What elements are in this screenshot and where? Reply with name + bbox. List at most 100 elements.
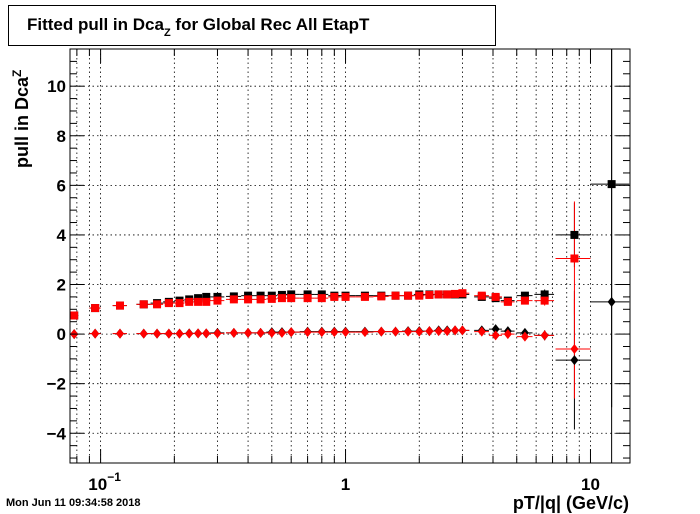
data-point-diamond [303,327,312,338]
data-point-square [443,290,452,299]
x-tick-label: 1 [341,475,350,494]
data-point-diamond [175,328,184,339]
data-point-square [520,291,529,300]
data-point-diamond [415,326,424,337]
chart-title: Fitted pull in DcaZ for Global Rec All E… [27,15,369,39]
data-point-diamond [443,326,452,337]
data-point-square [341,292,350,301]
data-point-diamond [91,328,100,339]
data-point-diamond [503,329,512,340]
data-point-square [70,311,79,320]
data-point-diamond [213,328,222,339]
x-tick-label: 10−1 [88,470,121,494]
data-point-square [360,292,369,301]
data-point-square [153,300,162,309]
data-point-square [185,297,194,306]
grid [70,49,630,463]
data-point-diamond [360,327,369,338]
data-point-diamond [194,328,203,339]
data-point-diamond [570,355,579,366]
data-point-square [115,301,124,310]
y-tick-label: 8 [57,127,66,146]
data-point-square [244,295,253,304]
data-point-diamond [244,327,253,338]
y-tick-label: 6 [57,176,66,195]
data-point-square [164,299,173,308]
data-point-square [175,299,184,308]
y-tick-label: 4 [57,226,67,245]
data-point-diamond [491,330,500,341]
chart-title-subscript: Z [163,27,171,39]
data-point-square [139,300,148,309]
data-point-diamond [287,327,296,338]
data-point-diamond [139,328,148,339]
data-point-square [317,294,326,303]
x-axis-title: pT/|q| (GeV/c) [513,493,629,513]
data-point-diamond [391,326,400,337]
data-point-square [91,304,100,313]
data-point-diamond [164,328,173,339]
data-point-diamond [153,328,162,339]
axes [69,48,631,464]
chart-title-rest: for Global Rec All EtapT [170,15,370,34]
y-tick-label: 10 [47,77,66,96]
data-point-diamond [451,325,460,336]
data-point-square [256,295,265,304]
data-point-diamond [341,327,350,338]
error-bars [70,49,630,463]
data-point-diamond [267,327,276,338]
data-point-square [477,291,486,300]
data-point-diamond [425,326,434,337]
data-point-square [277,294,286,303]
data-point-square [267,294,276,303]
data-point-diamond [377,326,386,337]
data-point-square [229,295,238,304]
data-point-diamond [458,325,467,336]
data-point-diamond [477,326,486,337]
data-point-square [570,230,579,239]
data-point-square [287,294,296,303]
data-point-square [503,297,512,306]
y-axis-title-subscript: Z [10,70,24,77]
data-point-square [415,291,424,300]
data-point-square [425,290,434,299]
timestamp: Mon Jun 11 09:34:58 2018 [6,497,141,509]
y-tick-label: 2 [57,276,66,295]
y-tick-label: −2 [47,375,66,394]
data-point-diamond [202,328,211,339]
data-point-diamond [520,331,529,342]
y-tick-label: −4 [47,424,67,443]
data-point-square [458,289,467,298]
data-point-square [570,254,579,263]
data-point-diamond [115,328,124,339]
x-tick-label: 10 [581,475,600,494]
data-point-square [377,292,386,301]
data-point-diamond [570,343,579,354]
data-point-diamond [229,327,238,338]
data-point-square [202,292,211,301]
data-point-square [451,289,460,298]
data-point-diamond [330,327,339,338]
data-point-square [194,297,203,306]
data-point-square [434,290,443,299]
data-point-diamond [404,326,413,337]
data-point-diamond [277,327,286,338]
data-point-square [540,290,549,299]
data-point-square [391,291,400,300]
data-point-diamond [434,326,443,337]
data-point-square [404,291,413,300]
chart-title-main: Fitted pull in Dca [27,15,164,34]
data-point-square [330,292,339,301]
plot-frame [69,48,631,464]
data-point-square [202,297,211,306]
y-axis-title: pull in DcaZ [10,70,32,168]
data-point-diamond [185,328,194,339]
data-point-diamond [607,296,616,307]
data-point-square [303,294,312,303]
data-point-square [607,180,616,189]
chart-title-box: Fitted pull in DcaZ for Global Rec All E… [8,5,496,46]
y-axis-title-main: pull in Dca [12,76,32,168]
data-markers [70,180,616,366]
data-point-diamond [491,324,500,335]
